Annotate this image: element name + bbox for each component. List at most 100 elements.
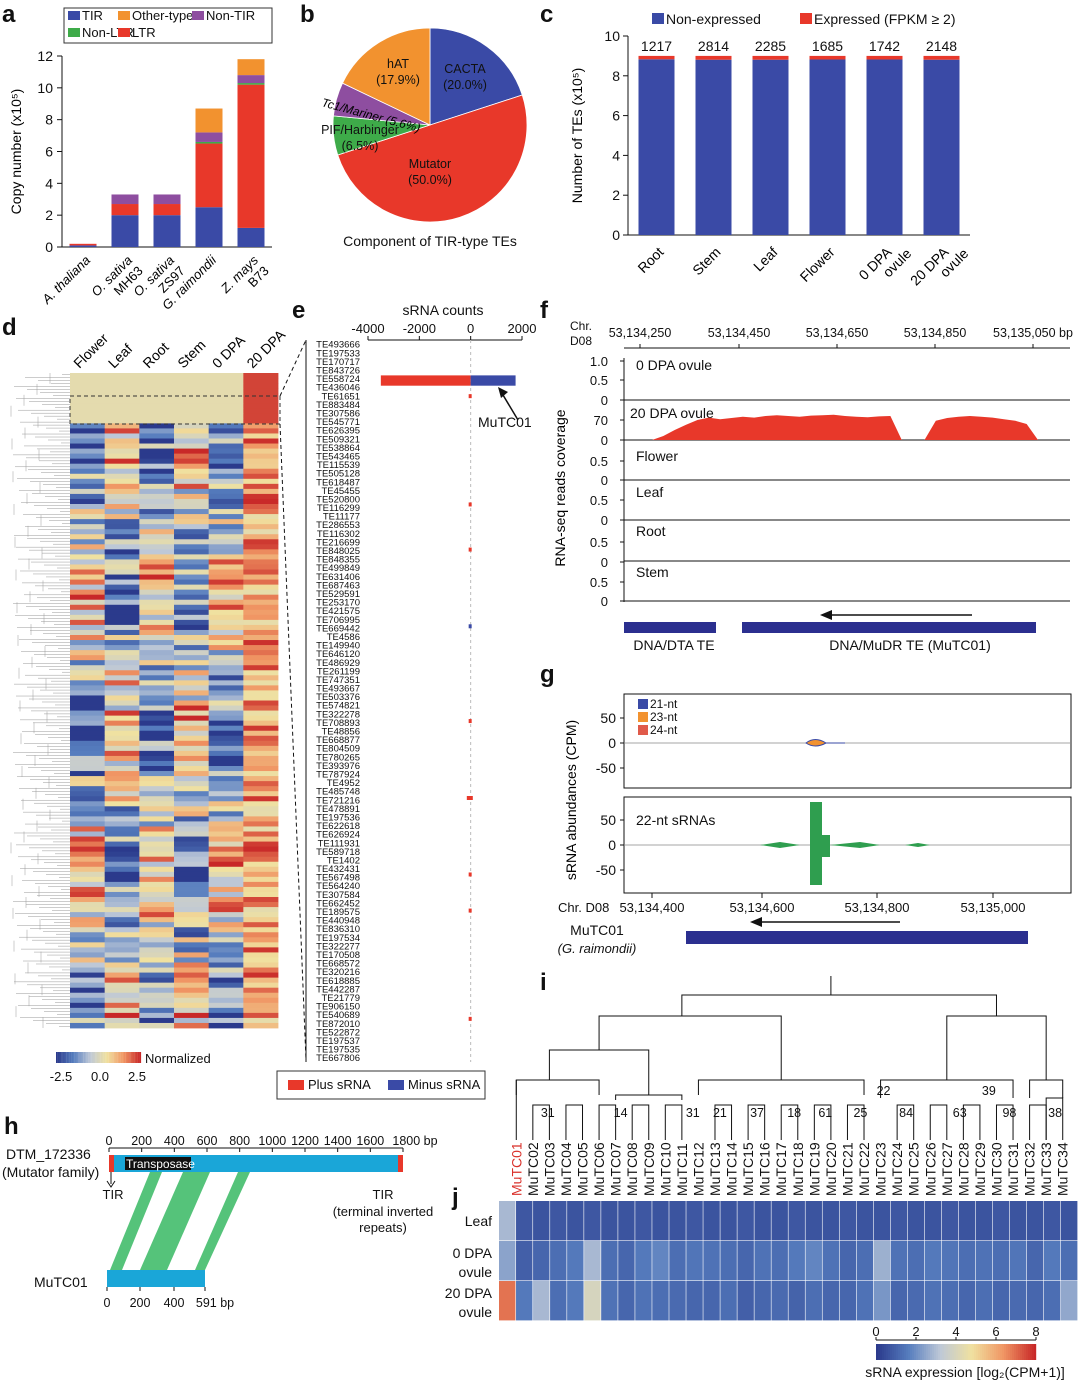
row-label: TE589718: [316, 847, 360, 858]
bar-segment: [237, 59, 265, 76]
colorbar-step: [994, 1344, 997, 1360]
panel-letter-h: h: [4, 1113, 19, 1140]
heatmap-cell: [243, 373, 279, 379]
heatmap-cell: [139, 529, 175, 535]
heatmap-cell: [70, 685, 106, 691]
heatmap-cell: [104, 760, 140, 767]
heatmap-cell: [208, 539, 244, 545]
heatmap-cell: [208, 519, 244, 525]
heatmap-cell: [104, 690, 140, 696]
y-tick-label: 8: [612, 68, 620, 84]
heatmap-cell: [208, 866, 244, 873]
heatmap-cell: [174, 599, 210, 606]
heatmap-cell: [243, 690, 279, 696]
legend-box: [276, 1070, 486, 1100]
heatmap-cell: [139, 559, 175, 565]
heatmap-cell: [208, 504, 244, 510]
legend-label: Non-expressed: [666, 11, 761, 27]
heatmap-cell: [856, 1281, 874, 1321]
colorbar-step: [1010, 1344, 1013, 1360]
heatmap-cell: [174, 685, 210, 691]
dendrogram-link: [598, 1015, 782, 1080]
heatmap-cell: [975, 1241, 993, 1281]
colorbar-step: [110, 1052, 113, 1063]
heatmap-cell: [70, 695, 106, 701]
heatmap-cell: [104, 821, 140, 827]
heatmap-cell: [70, 771, 106, 777]
colorbar-tick: 2.5: [128, 1069, 146, 1084]
heatmap-cell: [618, 1281, 635, 1321]
heatmap-cell: [70, 977, 106, 984]
heatmap-cell: [174, 750, 210, 757]
heatmap-cell: [208, 886, 244, 893]
heatmap-cell: [70, 730, 106, 737]
heatmap-cell: [788, 1201, 805, 1241]
bar-segment: [866, 55, 903, 60]
leaf-label: MuTC06: [591, 1142, 607, 1196]
row-label: TE780265: [316, 752, 360, 763]
heatmap-cell: [669, 1241, 686, 1281]
heatmap-cell: [104, 816, 140, 822]
row-label: TE843726: [316, 366, 360, 377]
heatmap-cell: [174, 655, 210, 661]
scale-label: 200: [130, 1296, 151, 1310]
tir-note: repeats): [359, 1220, 407, 1235]
heatmap-cell: [243, 886, 279, 893]
heatmap-cell: [104, 635, 140, 641]
heatmap-cell: [104, 408, 140, 414]
row-label: TE307584: [316, 890, 360, 901]
row-label: TE626395: [316, 426, 360, 437]
heatmap-cell: [139, 720, 175, 727]
heatmap-cell: [70, 897, 106, 903]
row-label: TE116299: [317, 503, 360, 514]
heatmap-cell: [243, 947, 279, 953]
heatmap-cell: [139, 781, 175, 787]
colorbar-step: [120, 1052, 123, 1063]
heatmap-cell: [139, 574, 175, 580]
colorbar-step: [100, 1052, 102, 1063]
heatmap-cell: [174, 972, 210, 979]
heatmap-cell: [139, 544, 175, 550]
heatmap-cell: [104, 378, 140, 384]
heatmap-cell: [104, 952, 140, 958]
heatmap-cell: [243, 841, 279, 848]
colorbar-step: [954, 1344, 957, 1360]
heatmap-cell: [174, 448, 210, 455]
y-tick-label: 0: [601, 555, 608, 570]
heatmap-cell: [139, 972, 175, 979]
heatmap-cell: [174, 710, 210, 717]
heatmap-cell: [208, 1007, 244, 1014]
heatmap-cell: [70, 388, 106, 394]
colorbar-step: [974, 1344, 977, 1360]
heatmap-cell: [208, 569, 244, 575]
heatmap-cell: [208, 730, 244, 737]
row-label: TE45455: [321, 486, 360, 497]
small-bar: [468, 547, 472, 552]
heatmap-cell: [104, 665, 140, 671]
row-label: TE687463: [316, 580, 360, 591]
heatmap-cell: [104, 493, 140, 500]
panel-letter-i: i: [540, 969, 547, 996]
row-label: TE543465: [316, 451, 360, 462]
heatmap-cell: [243, 957, 279, 963]
heatmap-cell: [174, 766, 210, 772]
heatmap-cell: [243, 871, 279, 878]
scale-label: 400: [164, 1296, 185, 1310]
heatmap-cell: [243, 433, 279, 439]
heatmap-cell: [208, 1017, 244, 1024]
heatmap-cell: [720, 1241, 737, 1281]
x-tick-label: 53,134,400: [619, 900, 684, 915]
heatmap-cell: [70, 987, 106, 994]
heatmap-cell: [243, 710, 279, 717]
dendrogram-link: [946, 1015, 1047, 1080]
heatmap-cell: [243, 942, 279, 948]
heatmap-cell: [104, 604, 140, 611]
heatmap-cell: [174, 539, 210, 545]
x-tick-label: 53,135,000: [960, 900, 1025, 915]
panel-h-alignment: DTM_172336 (Mutator family) 0 200 400 600 800 1…: [2, 1134, 438, 1310]
colorbar-step: [134, 1052, 136, 1063]
leaf-label: MuTC13: [707, 1142, 723, 1196]
heatmap-cell: [174, 851, 210, 858]
coverage-track: 0.5 0 Flower: [590, 448, 1070, 488]
heatmap-cell: [174, 398, 210, 404]
